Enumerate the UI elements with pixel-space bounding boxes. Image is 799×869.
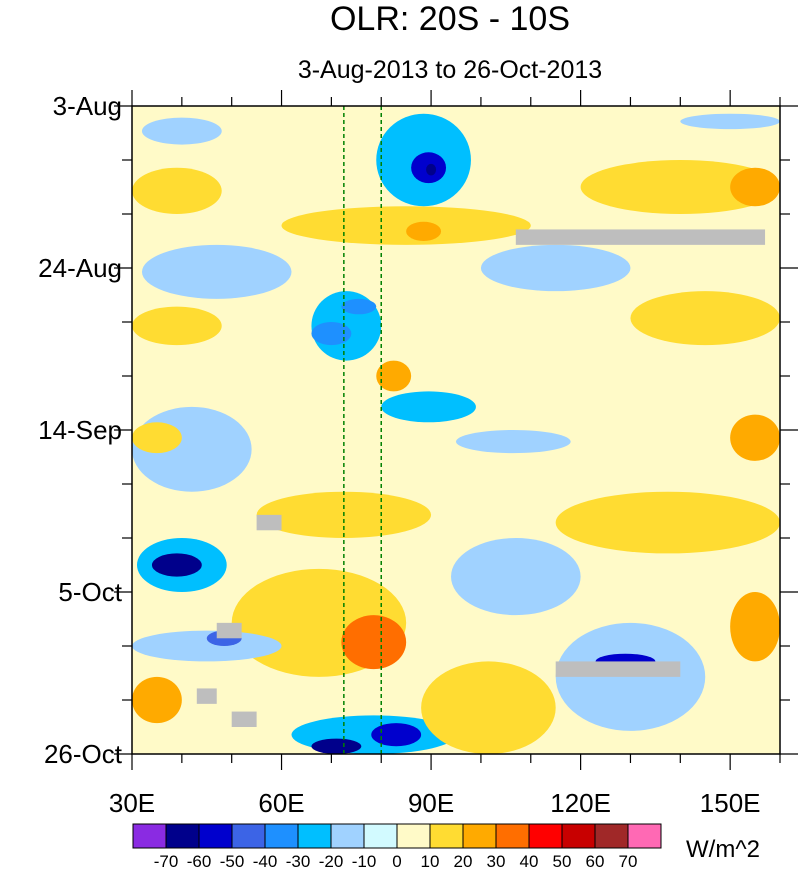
colorbar-label: -70	[154, 852, 179, 869]
anomaly-feature-10	[480, 244, 631, 292]
anomaly-feature-35	[730, 592, 780, 662]
colorbar-box-15	[627, 823, 662, 849]
missing-data-patches	[196, 229, 766, 727]
y-tick-label: 3-Aug	[53, 91, 122, 121]
colorbar-box-12	[528, 823, 563, 849]
x-tick-label: 90E	[408, 788, 454, 818]
anomaly-feature-17	[376, 360, 412, 392]
colorbar-label: -60	[187, 852, 212, 869]
colorbar-label: 60	[586, 852, 605, 869]
anomaly-feature-13	[341, 298, 377, 315]
colorbar-box-11	[495, 823, 530, 849]
colorbar-label: -30	[286, 852, 311, 869]
anomaly-feature-39	[421, 661, 556, 754]
colorbar-box-5	[297, 823, 332, 849]
colorbar-label: -40	[253, 852, 278, 869]
colorbar-label: 70	[619, 852, 638, 869]
colorbar-box-0	[132, 823, 167, 849]
anomaly-feature-27	[555, 491, 780, 554]
anomaly-feature-16	[630, 291, 780, 346]
y-axis: 3-Aug 24-Aug 14-Sep 5-Oct 26-Oct	[38, 91, 798, 769]
missing-data-patch-3	[555, 661, 681, 677]
colorbar-box-3	[231, 823, 266, 849]
colorbar-label: -50	[220, 852, 245, 869]
anomaly-feature-15	[132, 306, 222, 346]
missing-data-patch-2	[216, 622, 242, 639]
colorbar-box-2	[198, 823, 233, 849]
x-axis: 30E 60E 90E 120E 150E	[109, 90, 781, 818]
missing-data-patch-0	[515, 229, 766, 245]
colorbar-box-6	[330, 823, 365, 849]
chart-title: OLR: 20S - 10S	[330, 0, 570, 38]
colorbar-unit-label: W/m^2	[686, 836, 760, 863]
colorbar-label: -10	[352, 852, 377, 869]
anomaly-feature-21	[132, 422, 182, 454]
x-tick-label: 60E	[258, 788, 304, 818]
x-tick-label: 30E	[109, 788, 155, 818]
anomaly-feature-4	[680, 113, 780, 130]
colorbar-label: -20	[319, 852, 344, 869]
chart-subtitle: 3-Aug-2013 to 26-Oct-2013	[298, 56, 602, 84]
colorbar-label: 20	[454, 852, 473, 869]
anomaly-feature-18	[381, 391, 476, 423]
y-tick-label: 24-Aug	[38, 253, 122, 283]
colorbar-box-4	[264, 823, 299, 849]
y-tick-label: 26-Oct	[44, 739, 123, 769]
colorbar-box-1	[165, 823, 200, 849]
anomaly-feature-37	[371, 723, 422, 747]
anomaly-feature-3	[426, 163, 437, 176]
missing-data-patch-1	[256, 514, 282, 531]
anomaly-feature-22	[730, 414, 780, 461]
colorbar-label: 40	[520, 852, 539, 869]
anomaly-feature-6	[580, 160, 780, 214]
colorbar-label: 0	[392, 852, 401, 869]
anomaly-feature-29	[341, 615, 407, 670]
x-tick-label: 120E	[550, 788, 611, 818]
reference-lines	[343, 106, 382, 754]
colorbar-label: 30	[487, 852, 506, 869]
colorbar-box-10	[462, 823, 497, 849]
colorbar-label: 10	[421, 852, 440, 869]
missing-data-patch-4	[196, 688, 217, 704]
anomaly-feature-7	[730, 167, 780, 207]
missing-data-patch-5	[231, 711, 257, 727]
anomaly-feature-25	[151, 553, 202, 577]
anomaly-feature-30	[132, 630, 282, 662]
anomaly-feature-14	[311, 322, 352, 346]
y-tick-label: 5-Oct	[58, 577, 122, 607]
x-tick-label: 150E	[700, 788, 761, 818]
anomaly-feature-9	[406, 221, 442, 242]
anomaly-feature-5	[132, 167, 222, 214]
colorbar: -70 -60 -50 -40 -30 -20 -10 0 10 20 30 40 50 60 70	[132, 823, 662, 869]
anomaly-feature-26	[451, 538, 581, 616]
colorbar-box-9	[429, 823, 464, 849]
colorbar-label: 50	[553, 852, 572, 869]
colorbar-box-8	[396, 823, 431, 849]
anomaly-feature-34	[132, 676, 182, 724]
anomaly-feature-0	[141, 117, 222, 145]
colorbar-box-7	[363, 823, 398, 849]
anomaly-feature-8	[281, 206, 531, 245]
colorbar-box-13	[561, 823, 596, 849]
anomaly-feature-11	[141, 244, 292, 299]
anomaly-feature-38	[311, 738, 362, 754]
plot-area	[132, 106, 780, 754]
y-tick-label: 14-Sep	[38, 415, 122, 445]
colorbar-box-14	[594, 823, 629, 849]
anomaly-feature-19	[455, 430, 571, 454]
